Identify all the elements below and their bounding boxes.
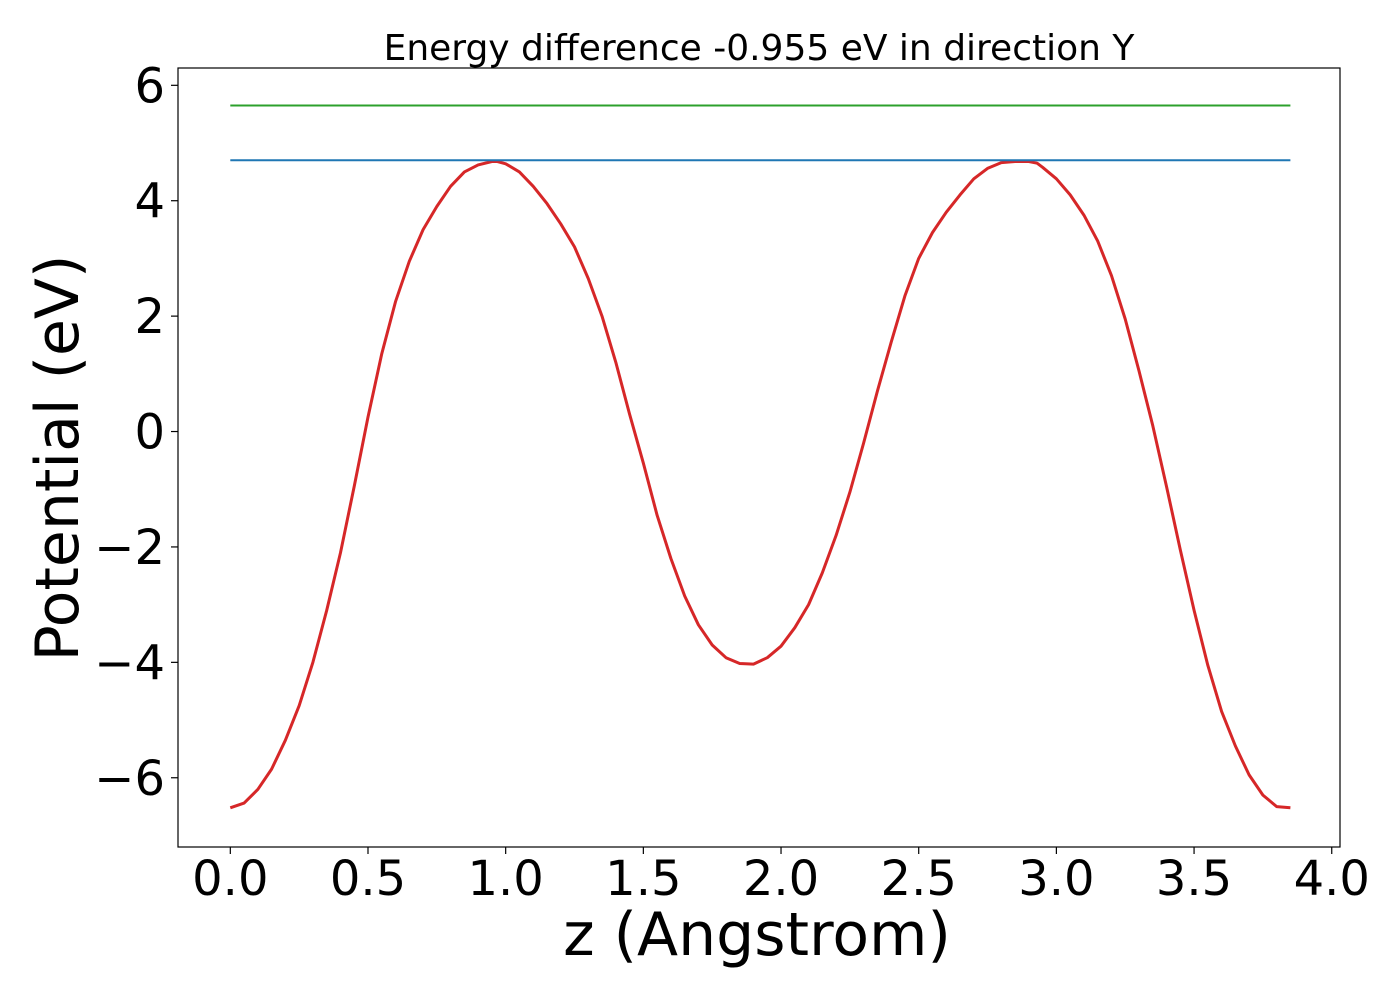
plot-frame (177, 67, 1341, 848)
x-tick-label: 2.5 (881, 851, 957, 907)
x-tick-label: 1.5 (605, 851, 681, 907)
chart-title: Energy difference -0.955 eV in direction… (384, 28, 1136, 69)
y-tick-label: −6 (94, 751, 165, 807)
x-axis: 0.0 0.5 1.0 1.5 2.0 2.5 3.0 3.5 4.0 (192, 847, 1370, 907)
y-axis: −6 −4 −2 0 2 4 6 (94, 58, 178, 807)
x-tick-label: 0.0 (192, 851, 268, 907)
x-tick-label: 3.5 (1156, 851, 1232, 907)
y-tick-label: −4 (94, 635, 165, 691)
x-tick-label: 0.5 (330, 851, 406, 907)
series-layer (229, 104, 1291, 810)
x-axis-label: z (Angstrom) (563, 900, 951, 970)
x-tick-label: 3.0 (1018, 851, 1094, 907)
y-axis-label: Potential (eV) (23, 255, 93, 662)
x-tick-label: 1.0 (468, 851, 544, 907)
y-tick-label: −2 (94, 520, 165, 576)
potential-line (229, 160, 1291, 810)
x-tick-label: 4.0 (1294, 851, 1370, 907)
y-tick-label: 2 (134, 289, 165, 345)
y-tick-label: 6 (134, 58, 165, 114)
y-tick-label: 0 (134, 405, 165, 461)
x-tick-label: 2.0 (743, 851, 819, 907)
y-tick-label: 4 (134, 174, 165, 230)
